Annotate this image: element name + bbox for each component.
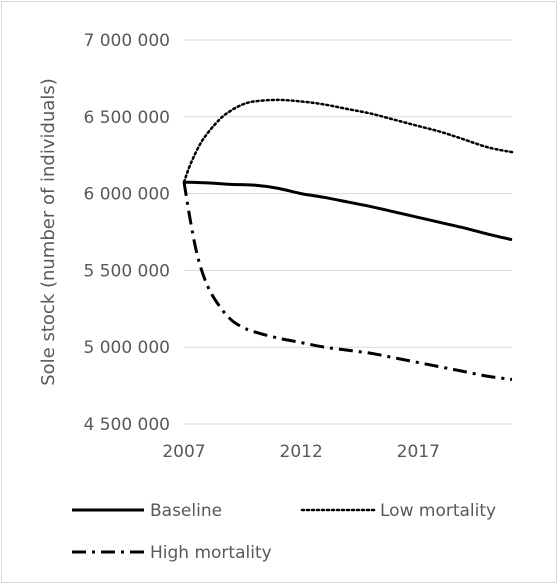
series-line-0 xyxy=(183,180,513,242)
series-line-2 xyxy=(182,181,513,381)
y-tick-label: 5 000 000 xyxy=(83,338,170,358)
legend-label: Baseline xyxy=(150,501,222,521)
y-tick-label: 4 500 000 xyxy=(83,415,170,435)
x-tick-label: 2012 xyxy=(280,442,323,462)
y-axis-title: Sole stock (number of individuals) xyxy=(38,78,59,386)
y-tick-label: 5 500 000 xyxy=(83,261,170,281)
y-tick-label: 6 000 000 xyxy=(83,185,170,205)
gridlines xyxy=(184,39,512,425)
series-line-1 xyxy=(182,98,514,184)
legend-label: Low mortality xyxy=(380,501,496,521)
y-tick-labels: 4 500 000 5 000 000 5 500 000 6 000 000 6 50… xyxy=(83,31,170,435)
legend-label: High mortality xyxy=(150,543,272,563)
x-tick-labels: 2007 2012 2017 xyxy=(162,442,440,462)
series-lines xyxy=(182,98,514,381)
x-tick-label: 2007 xyxy=(162,442,205,462)
y-tick-label: 7 000 000 xyxy=(83,31,170,51)
x-tick-label: 2017 xyxy=(397,442,440,462)
y-tick-label: 6 500 000 xyxy=(83,108,170,128)
legend: Baseline Low mortality High mortality xyxy=(72,501,496,563)
